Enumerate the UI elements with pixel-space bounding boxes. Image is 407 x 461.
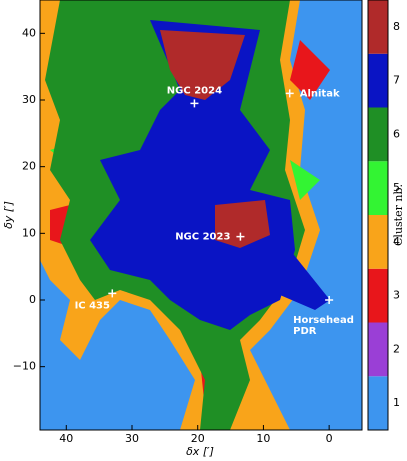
cluster-region (90, 20, 295, 330)
x-tick-label: 20 (191, 432, 205, 445)
cluster-region (280, 250, 330, 310)
x-tick-label: 30 (125, 432, 139, 445)
colorbar-tick-label: 3 (393, 289, 400, 302)
colorbar-frame (367, 0, 389, 431)
colorbar-tick-label: 4 (393, 235, 400, 248)
colorbar-tick-label: 7 (393, 74, 400, 87)
colorbar-cell (368, 376, 388, 430)
colorbar-cell (368, 53, 388, 108)
annotation-marker (190, 99, 199, 108)
y-tick-label: 20 (22, 160, 36, 173)
x-tick-label: 40 (59, 432, 73, 445)
x-tick-label: 10 (256, 432, 270, 445)
annotation-marker (285, 89, 294, 98)
y-tick-label: 30 (22, 93, 36, 106)
colorbar-cell (368, 215, 388, 269)
y-tick-label: 0 (29, 293, 36, 306)
annotation-label: NGC 2023 (175, 232, 230, 243)
colorbar-tick-label: 6 (393, 127, 400, 140)
x-tick-label: 0 (326, 432, 333, 445)
y-tick-label: 10 (22, 226, 36, 239)
y-tick-label: 40 (22, 26, 36, 39)
colorbar-cell (368, 107, 388, 162)
colorbar-cell (368, 322, 388, 377)
colorbar-cell (368, 161, 388, 215)
annotation-label: Alnitak (300, 88, 340, 99)
annotation-label: NGC 2024 (167, 85, 222, 96)
colorbar-cell (368, 268, 388, 323)
colorbar-label: Cluster nb. (392, 184, 405, 246)
y-tick-label: −10 (13, 360, 36, 373)
annotation-marker (236, 232, 245, 241)
annotation-marker (108, 289, 117, 298)
y-axis-label: δy [′] (2, 201, 15, 229)
annotation-marker (325, 296, 334, 304)
plot-frame (39, 0, 363, 431)
colorbar-cell (368, 0, 388, 54)
x-axis-label: δx [′] (186, 445, 214, 458)
cluster-region (160, 30, 270, 248)
annotation-label: Horsehead PDR (293, 315, 354, 337)
colorbar-tick-label: 8 (393, 20, 400, 33)
map (40, 0, 362, 430)
colorbar-tick-label: 2 (393, 342, 400, 355)
colorbar-tick-label: 5 (393, 181, 400, 194)
colorbar-tick-label: 1 (393, 396, 400, 409)
annotation-label: IC 435 (75, 300, 110, 311)
